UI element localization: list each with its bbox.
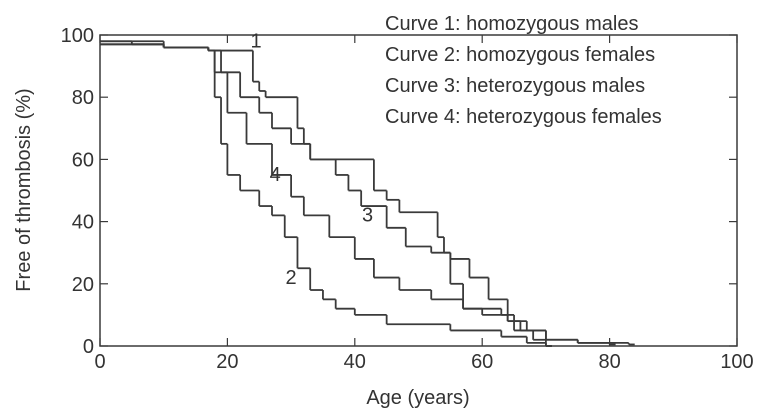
x-tick-label: 60 <box>471 351 493 373</box>
legend-entry: Curve 4: heterozygous females <box>385 106 662 128</box>
y-tick-label: 0 <box>83 336 94 358</box>
x-axis-label: Age (years) <box>366 387 469 409</box>
x-tick-label: 0 <box>94 351 105 373</box>
y-tick-label: 100 <box>61 25 94 47</box>
legend-entry: Curve 1: homozygous males <box>385 13 638 35</box>
x-tick-label: 40 <box>344 351 366 373</box>
legend-entry: Curve 2: homozygous females <box>385 44 655 66</box>
y-tick-label: 80 <box>72 87 94 109</box>
curve-label: 2 <box>286 267 297 289</box>
curve-label: 4 <box>270 164 281 186</box>
x-tick-label: 100 <box>720 351 753 373</box>
y-tick-label: 40 <box>72 212 94 234</box>
legend-entry: Curve 3: heterozygous males <box>385 75 645 97</box>
x-tick-label: 20 <box>216 351 238 373</box>
y-axis-label: Free of thrombosis (%) <box>13 88 35 291</box>
curve-label: 1 <box>251 30 262 52</box>
x-tick-label: 80 <box>598 351 620 373</box>
curve-label: 3 <box>362 205 373 227</box>
y-tick-label: 60 <box>72 149 94 171</box>
y-tick-label: 20 <box>72 274 94 296</box>
plot-frame <box>99 34 738 347</box>
